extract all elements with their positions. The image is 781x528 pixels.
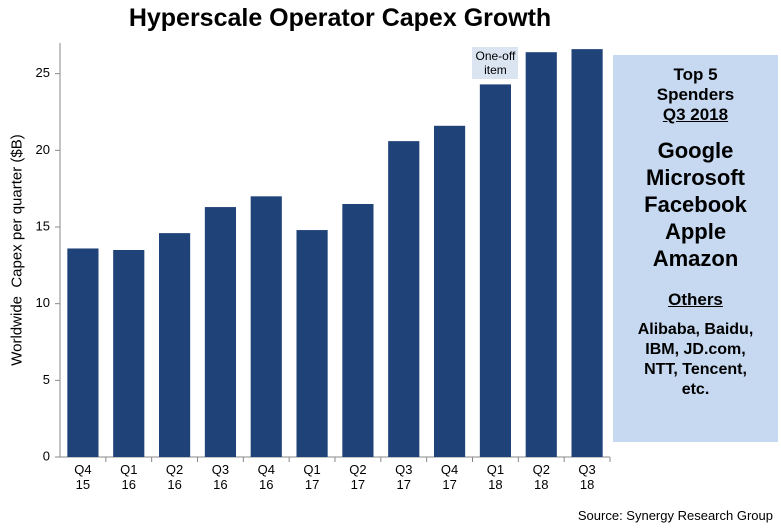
bar: [296, 230, 328, 457]
bar: [571, 49, 603, 458]
spender: Facebook: [644, 192, 747, 217]
spacer: [613, 55, 778, 65]
bar: [204, 207, 236, 457]
x-tick-label: Q4 17: [440, 462, 459, 492]
other-spender: IBM, JD.com,: [645, 341, 746, 358]
other-spender: etc.: [681, 381, 710, 398]
bar: [388, 141, 420, 457]
y-tick-label: 5: [43, 372, 50, 387]
x-tick-label: Q4 16: [257, 462, 275, 492]
x-tick-label: Q2 18: [532, 462, 550, 492]
spender: Apple: [664, 219, 727, 244]
x-tick-label: Q3 18: [578, 462, 596, 492]
y-tick-label: 10: [36, 295, 50, 310]
x-tick-label: Q2 16: [165, 462, 184, 492]
others-heading: Others: [668, 290, 723, 309]
bar: [67, 248, 99, 457]
y-tick-label: 15: [36, 218, 50, 233]
y-axis-label: Worldwide Capex per quarter ($B): [8, 134, 26, 366]
x-tick-label: Q3 16: [211, 462, 230, 492]
x-tick-label: Q1 16: [120, 462, 138, 492]
y-tick-label: 20: [36, 142, 50, 157]
sidebar-heading: Spenders: [656, 85, 735, 104]
bar: [113, 250, 145, 457]
spacer: [613, 310, 778, 320]
spacer: [613, 272, 778, 290]
bar: [434, 125, 466, 458]
bar: [525, 52, 557, 457]
other-spender: Alibaba, Baidu,: [637, 321, 754, 338]
source: Source: Synergy Research Group: [577, 508, 773, 523]
spender: Google: [657, 138, 734, 163]
y-tick-label: 0: [43, 448, 50, 463]
sidebar-heading: Top 5: [673, 65, 718, 84]
x-tick-label: Q1 17: [303, 462, 321, 492]
bar: [250, 196, 282, 458]
x-tick-label: Q1 18: [486, 462, 505, 492]
x-tick-label: Q2 17: [349, 462, 367, 492]
spacer: [613, 125, 778, 137]
chart-title: Hyperscale Operator Capex Growth: [128, 4, 552, 32]
sidebar-heading: Q3 2018: [662, 105, 729, 124]
bar: [342, 204, 374, 457]
bar: [159, 233, 191, 457]
other-spender: NTT, Tencent,: [644, 361, 747, 378]
x-tick-label: Q3 17: [395, 462, 413, 492]
spender: Amazon: [652, 246, 739, 271]
x-tick-label: Q4 15: [74, 462, 92, 492]
bar: [479, 84, 511, 458]
spender: Microsoft: [646, 165, 745, 190]
sidebar: Top 5 Spenders Q3 2018 Google Microsoft Faceb…: [613, 55, 778, 442]
annotation: One-off item: [472, 47, 519, 80]
y-tick-label: 25: [36, 65, 50, 80]
